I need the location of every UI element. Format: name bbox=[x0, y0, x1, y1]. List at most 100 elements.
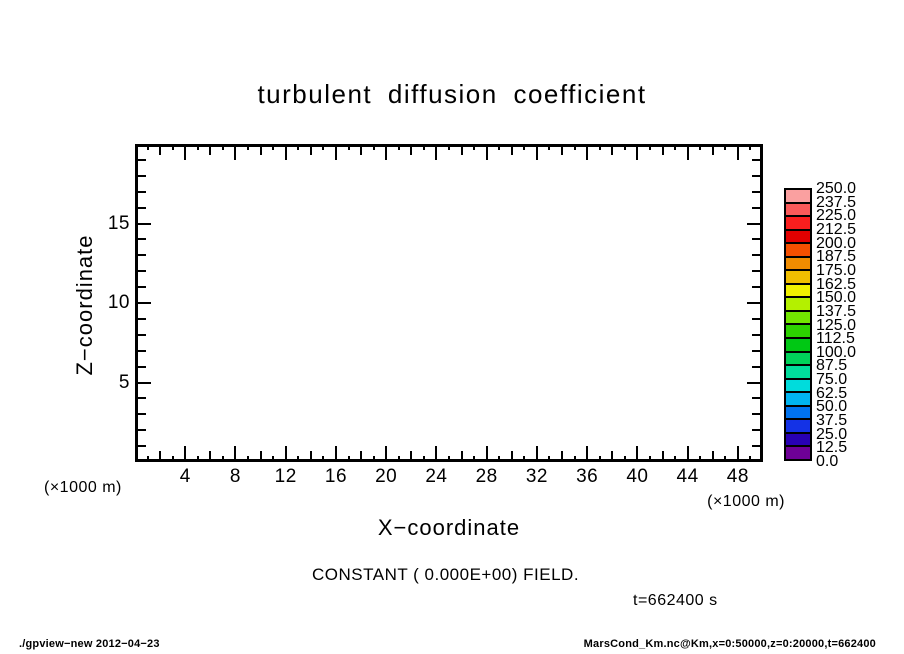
y-tick-right bbox=[752, 429, 760, 432]
x-tick-top bbox=[699, 147, 702, 150]
y-tick-left bbox=[138, 270, 146, 273]
time-label: t=662400 s bbox=[633, 592, 718, 609]
x-tick-bottom bbox=[561, 451, 564, 459]
y-tick-left bbox=[138, 302, 151, 304]
colorbar-cell bbox=[786, 431, 810, 446]
x-tick-bottom bbox=[611, 451, 614, 459]
x-tick-top bbox=[548, 147, 551, 150]
x-tick-top bbox=[573, 147, 576, 150]
x-tick-top bbox=[410, 147, 413, 155]
y-tick-left bbox=[138, 381, 151, 384]
colorbar-label: 0.0 bbox=[816, 453, 839, 470]
y-tick-left bbox=[138, 429, 146, 432]
colorbar-label: 212.5 bbox=[816, 220, 857, 238]
colorbar-cell bbox=[786, 404, 810, 419]
x-tick-top bbox=[661, 147, 664, 155]
y-tick-left bbox=[138, 254, 146, 257]
y-tick-right bbox=[752, 158, 760, 161]
y-tick-label: 15 bbox=[107, 212, 130, 234]
x-tick-label: 20 bbox=[375, 466, 398, 487]
x-tick-bottom bbox=[360, 451, 363, 459]
x-tick-top bbox=[322, 147, 325, 150]
x-tick-top bbox=[209, 147, 212, 155]
x-tick-bottom bbox=[146, 456, 149, 459]
x-tick-top bbox=[648, 147, 651, 150]
y-tick-right bbox=[752, 349, 760, 352]
x-tick-top bbox=[221, 147, 224, 150]
x-tick-top bbox=[385, 147, 388, 160]
x-tick-top bbox=[711, 147, 714, 155]
x-tick-bottom bbox=[397, 456, 400, 459]
x-tick-bottom bbox=[184, 446, 187, 459]
x-tick-top bbox=[184, 147, 187, 160]
x-tick-bottom bbox=[749, 456, 752, 459]
x-tick-top bbox=[171, 147, 174, 150]
footer-source: MarsCond_Km.nc@Km,x=0:50000,z=0:20000,t=… bbox=[583, 638, 876, 650]
x-tick-bottom bbox=[209, 451, 212, 459]
colorbar-label: 12.5 bbox=[816, 439, 848, 457]
colorbar-cell bbox=[786, 323, 810, 338]
x-tick-top bbox=[372, 147, 375, 150]
x-tick-top bbox=[297, 147, 300, 150]
x-axis-unit: (×1000 m) bbox=[707, 493, 785, 510]
x-tick-top bbox=[561, 147, 564, 155]
x-tick-bottom bbox=[385, 446, 388, 459]
x-tick-top bbox=[196, 147, 199, 150]
x-tick-top bbox=[736, 147, 739, 160]
x-tick-bottom bbox=[196, 456, 199, 459]
x-tick-bottom bbox=[309, 451, 312, 459]
x-tick-bottom bbox=[247, 456, 250, 459]
colorbar-label: 25.0 bbox=[816, 425, 848, 443]
y-tick-right bbox=[747, 302, 760, 304]
y-tick-left bbox=[138, 174, 146, 177]
x-tick-top bbox=[473, 147, 476, 150]
y-tick-right bbox=[752, 333, 760, 336]
x-tick-top bbox=[586, 147, 589, 160]
y-tick-right bbox=[752, 206, 760, 209]
y-tick-left bbox=[138, 222, 151, 225]
x-tick-top bbox=[724, 147, 727, 150]
y-tick-right bbox=[752, 254, 760, 257]
x-tick-bottom bbox=[171, 456, 174, 459]
x-tick-bottom bbox=[711, 451, 714, 459]
colorbar-label: 100.0 bbox=[816, 343, 857, 361]
x-tick-label: 16 bbox=[324, 466, 348, 487]
colorbar-cell bbox=[786, 364, 810, 378]
x-tick-label: 44 bbox=[676, 466, 699, 487]
x-tick-label: 36 bbox=[576, 466, 599, 487]
y-tick-right bbox=[752, 190, 760, 193]
colorbar-label: 175.0 bbox=[816, 261, 857, 279]
y-tick-left bbox=[138, 397, 146, 400]
colorbar-label: 237.5 bbox=[816, 193, 857, 211]
x-tick-bottom bbox=[272, 456, 275, 459]
x-tick-label: 40 bbox=[626, 466, 649, 487]
x-tick-bottom bbox=[473, 456, 476, 459]
x-tick-bottom bbox=[736, 446, 739, 459]
x-tick-top bbox=[234, 147, 237, 160]
x-tick-top bbox=[448, 147, 450, 150]
y-tick-left bbox=[138, 445, 146, 448]
y-axis-unit: (×1000 m) bbox=[44, 479, 122, 496]
colorbar-label: 250.0 bbox=[816, 180, 857, 197]
x-tick-bottom bbox=[334, 446, 337, 459]
x-tick-top bbox=[460, 147, 463, 155]
x-tick-top bbox=[146, 147, 149, 150]
colorbar-label: 200.0 bbox=[816, 234, 857, 252]
y-tick-right bbox=[752, 270, 760, 273]
y-tick-left bbox=[138, 190, 146, 193]
x-tick-bottom bbox=[586, 446, 589, 459]
colorbar bbox=[784, 188, 812, 461]
colorbar-label: 225.0 bbox=[816, 207, 857, 225]
x-tick-top bbox=[397, 147, 400, 150]
y-tick-left bbox=[138, 365, 146, 368]
x-axis-label: X−coordinate bbox=[377, 515, 521, 540]
colorbar-label: 112.5 bbox=[816, 330, 855, 348]
x-tick-bottom bbox=[297, 456, 300, 459]
y-tick-right bbox=[752, 286, 760, 289]
x-tick-bottom bbox=[347, 456, 350, 459]
x-tick-bottom bbox=[259, 451, 262, 459]
colorbar-label: 62.5 bbox=[816, 384, 848, 402]
y-tick-right bbox=[752, 445, 760, 448]
x-tick-bottom bbox=[598, 456, 601, 459]
